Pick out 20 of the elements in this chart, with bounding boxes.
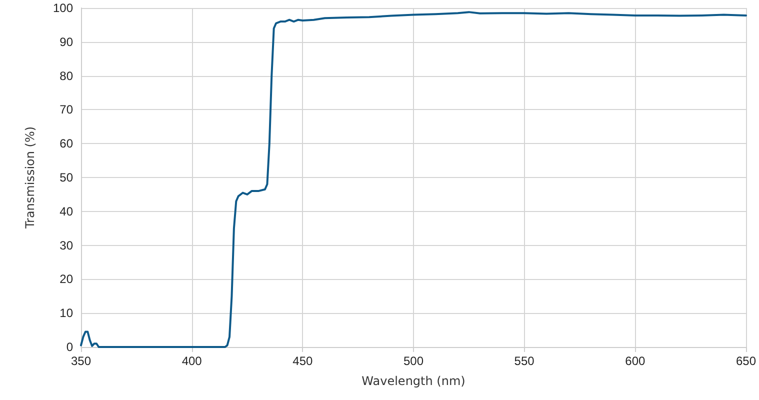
y-tick-label: 70 [60,102,74,117]
y-tick-label: 80 [60,68,74,83]
y-tick-label: 20 [60,272,74,286]
x-tick-label: 350 [70,354,92,368]
y-tick-label: 40 [60,204,74,218]
y-tick-label: 90 [60,34,74,49]
x-tick-label: 450 [292,354,313,368]
x-tick-label: 650 [736,354,756,368]
y-tick-label: 50 [60,170,74,184]
x-tick-label: 500 [403,354,424,368]
x-tick-label: 600 [625,354,646,368]
y-tick-label: 60 [60,136,74,151]
x-tick-label: 550 [514,354,535,368]
x-axis-title: Wavelength (nm) [362,374,466,388]
y-axis-title: Transmission (%) [23,126,37,230]
x-tick-label: 400 [182,354,202,368]
y-tick-label: 0 [66,340,74,354]
y-tick-label: 30 [60,238,74,252]
y-tick-label: 10 [60,306,74,320]
y-tick-label: 100 [52,1,74,15]
